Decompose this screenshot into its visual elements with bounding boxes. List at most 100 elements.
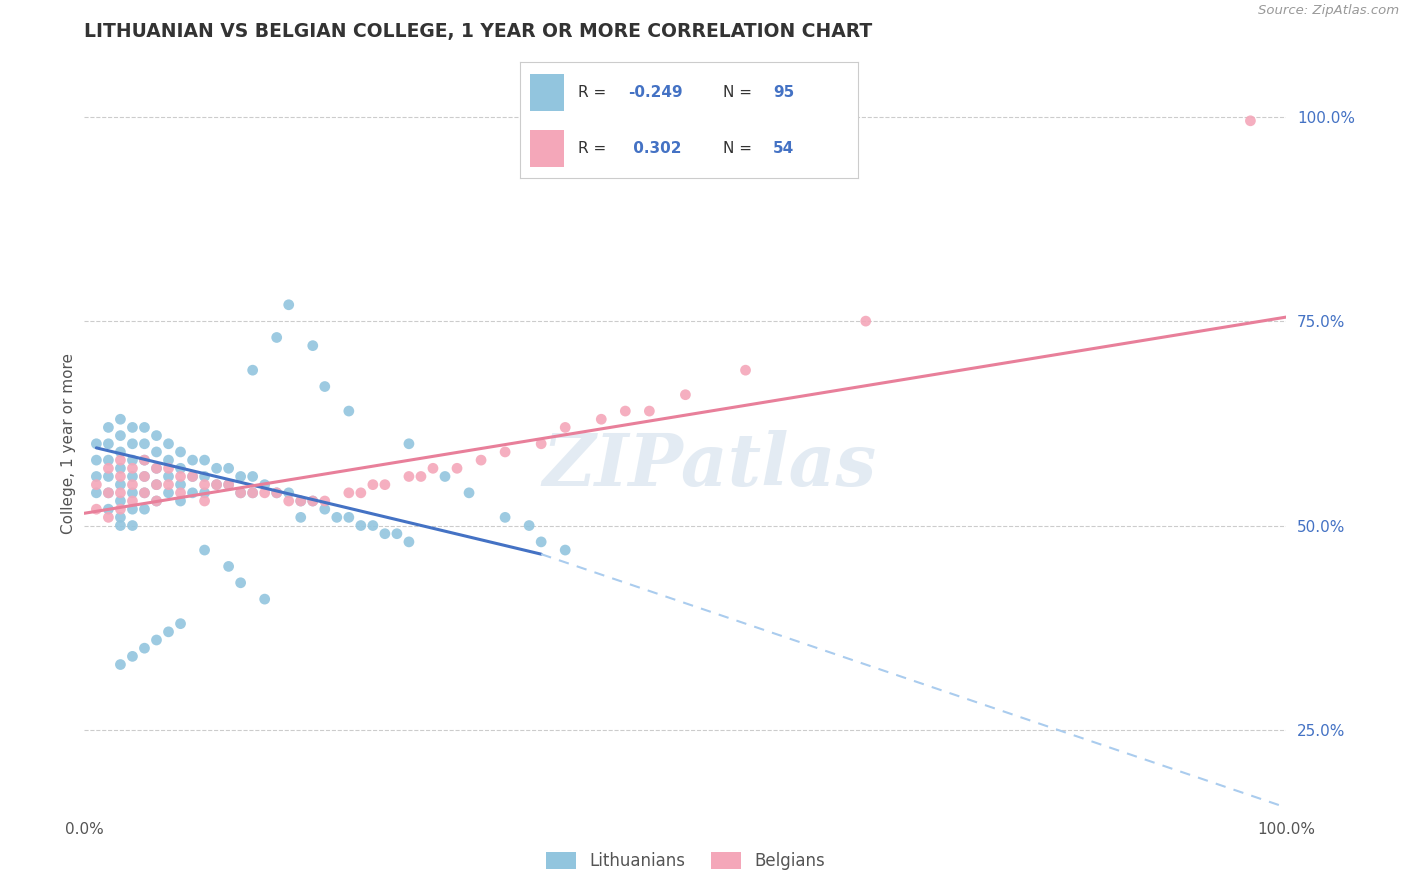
Point [350, 485, 373, 500]
Point [218, 559, 240, 574]
Bar [530, 129, 564, 167]
Point [110, 477, 132, 491]
Point [121, 477, 143, 491]
Point [157, 453, 180, 467]
Point [97, 510, 120, 524]
Point [1239, 113, 1261, 128]
Point [205, 477, 228, 491]
Point [205, 477, 228, 491]
Point [169, 485, 191, 500]
Point [277, 494, 299, 508]
Point [97, 437, 120, 451]
Point [169, 461, 191, 475]
Point [398, 437, 420, 451]
Y-axis label: College, 1 year or more: College, 1 year or more [60, 353, 76, 534]
Point [530, 535, 553, 549]
Point [110, 461, 132, 475]
Point [218, 477, 240, 491]
Point [110, 485, 132, 500]
Point [145, 494, 167, 508]
Point [591, 412, 613, 426]
Point [110, 510, 132, 524]
Point [277, 485, 299, 500]
Point [97, 420, 120, 434]
Point [169, 477, 191, 491]
Point [314, 494, 336, 508]
Point [374, 477, 396, 491]
Point [422, 461, 444, 475]
Point [194, 453, 217, 467]
Text: R =: R = [578, 141, 606, 156]
Point [169, 616, 191, 631]
Point [110, 494, 132, 508]
Point [110, 518, 132, 533]
Point [121, 437, 143, 451]
Point [554, 543, 576, 558]
Point [97, 469, 120, 483]
Point [145, 445, 167, 459]
Point [121, 494, 143, 508]
Point [121, 453, 143, 467]
Text: N =: N = [723, 85, 752, 100]
Point [134, 453, 156, 467]
Bar [530, 74, 564, 112]
Text: -0.249: -0.249 [628, 85, 683, 100]
Point [314, 502, 336, 516]
Point [446, 461, 468, 475]
Text: 0.302: 0.302 [628, 141, 682, 156]
Point [554, 420, 576, 434]
Point [86, 485, 108, 500]
Point [314, 379, 336, 393]
Point [134, 453, 156, 467]
Point [266, 485, 288, 500]
Point [181, 469, 204, 483]
Point [121, 469, 143, 483]
Point [169, 445, 191, 459]
Point [145, 428, 167, 442]
Point [205, 461, 228, 475]
Point [169, 469, 191, 483]
Point [110, 657, 132, 672]
Point [242, 485, 264, 500]
Point [121, 485, 143, 500]
Point [253, 592, 276, 607]
Point [97, 502, 120, 516]
Point [398, 469, 420, 483]
Point [675, 387, 697, 401]
Point [86, 477, 108, 491]
Point [169, 494, 191, 508]
Text: ZIPatlas: ZIPatlas [543, 430, 876, 501]
Point [242, 363, 264, 377]
Point [145, 477, 167, 491]
Point [253, 477, 276, 491]
Point [121, 518, 143, 533]
Point [157, 477, 180, 491]
Point [458, 485, 481, 500]
Point [242, 485, 264, 500]
Point [194, 494, 217, 508]
Point [638, 404, 661, 418]
Point [134, 502, 156, 516]
Point [110, 469, 132, 483]
Point [398, 535, 420, 549]
Point [301, 339, 323, 353]
Point [290, 494, 312, 508]
Point [110, 445, 132, 459]
Point [337, 404, 360, 418]
Point [157, 485, 180, 500]
Point [301, 494, 323, 508]
Point [134, 485, 156, 500]
Point [385, 526, 408, 541]
Point [855, 314, 877, 328]
Point [194, 477, 217, 491]
Point [134, 469, 156, 483]
Text: N =: N = [723, 141, 752, 156]
Point [86, 453, 108, 467]
Point [121, 420, 143, 434]
Point [266, 485, 288, 500]
Point [337, 485, 360, 500]
Point [157, 469, 180, 483]
Point [134, 641, 156, 656]
Point [181, 469, 204, 483]
Point [145, 461, 167, 475]
